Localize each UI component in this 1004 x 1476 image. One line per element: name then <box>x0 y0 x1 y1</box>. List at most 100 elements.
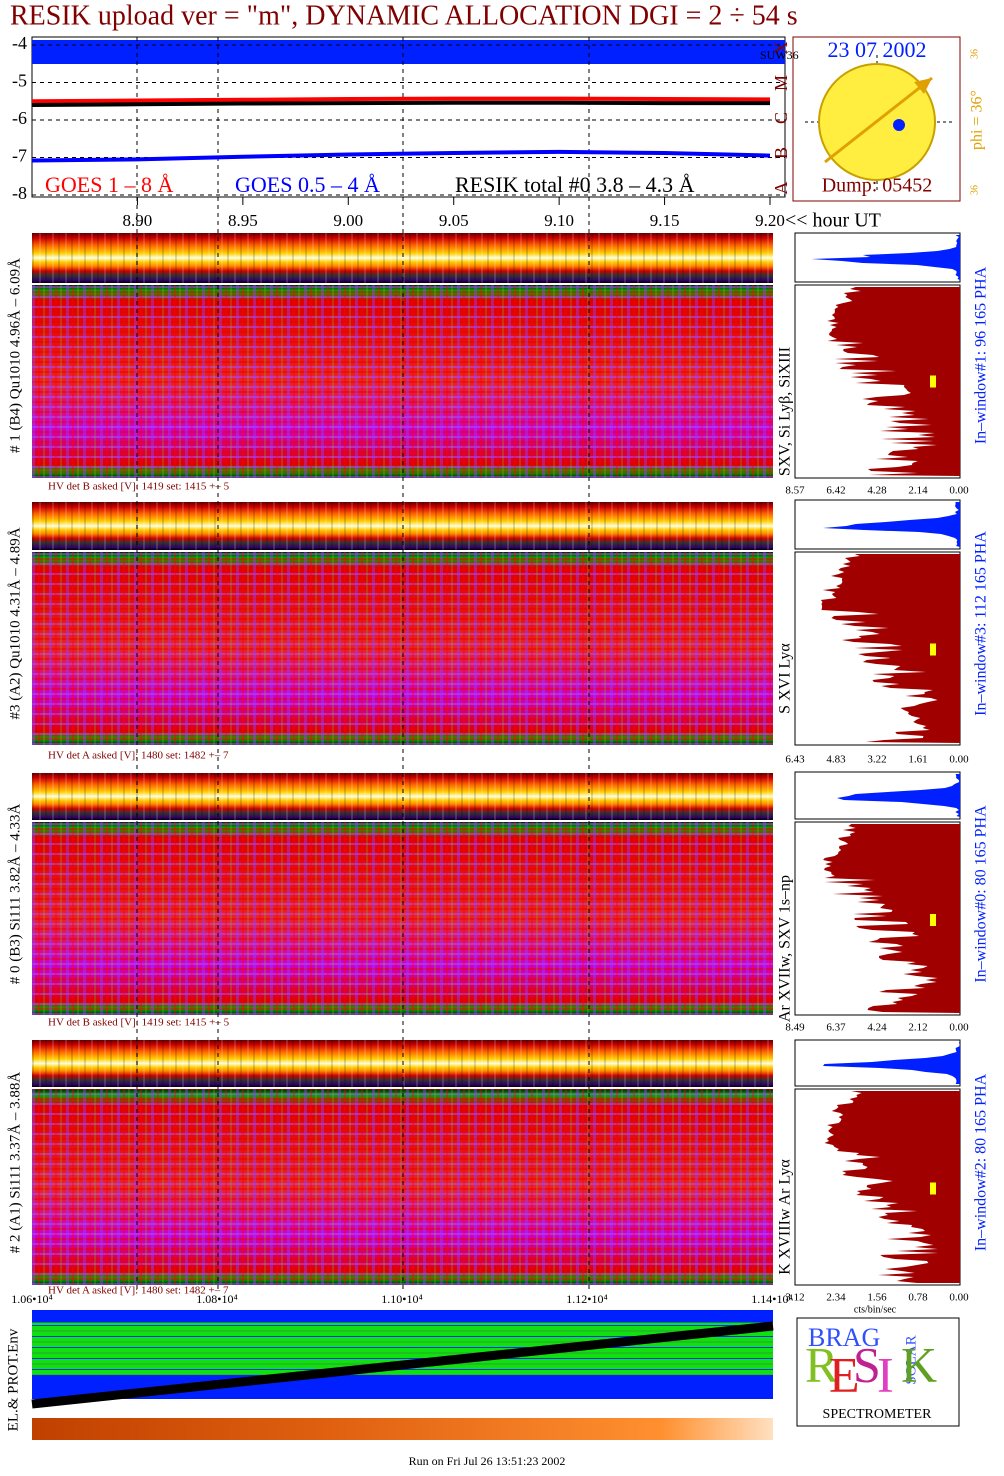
logo-letter: R <box>805 1336 839 1392</box>
x-axis-label: << hour UT <box>785 210 881 232</box>
pha-blue <box>811 235 960 280</box>
pha-tick: 6.37 <box>826 1022 846 1034</box>
x-tick-label: 8.90 <box>123 211 153 230</box>
y-tick-label: -6 <box>12 108 27 128</box>
pha-tick: 3.12 <box>785 1292 804 1304</box>
footer: Run on Fri Jul 26 13:51:23 2002 <box>409 1454 566 1468</box>
series-line <box>31 149 771 163</box>
series-line <box>31 96 771 104</box>
title: RESIK upload ver = "m", DYNAMIC ALLOCATI… <box>10 0 798 31</box>
pha-tick: 2.34 <box>826 1292 846 1304</box>
pha-marker <box>930 1182 936 1195</box>
logo-name: SPECTROMETER <box>823 1407 933 1422</box>
tag: SUW36 <box>760 48 799 62</box>
x-tick-label: 9.20 <box>755 211 785 230</box>
pha-red <box>820 554 960 743</box>
heatmap-band <box>32 773 773 820</box>
pha-tick: 0.78 <box>908 1292 928 1304</box>
heatmap <box>32 1089 773 1285</box>
hv-label: HV det B asked [V]: 1419 set: 1415 +– 5 <box>48 1017 230 1029</box>
pha-tick: 2.14 <box>908 485 928 497</box>
window-label: In–window#2: 80 165 PHA <box>973 1073 990 1251</box>
legend-entry: RESIK total #0 3.8 – 4.3 Å <box>455 172 695 197</box>
gradient-bar <box>32 1418 773 1440</box>
x-tick-label: 9.00 <box>333 211 363 230</box>
dot <box>893 119 905 131</box>
window-label: In–window#3: 112 165 PHA <box>973 531 990 716</box>
dump: Dump: 05452 <box>822 175 933 197</box>
window-label: In–window#1: 96 165 PHA <box>973 266 990 444</box>
logo-letter: I <box>877 1346 894 1402</box>
detector-label: #3 (A2) Qu1010 4.31Å – 4.89Å <box>7 527 23 719</box>
logo-frame <box>796 1317 960 1427</box>
x-tick-label: 9.10 <box>544 211 574 230</box>
x-tick-label: 9.05 <box>439 211 469 230</box>
pha-marker <box>930 643 936 656</box>
hv-label: HV det A asked [V]: 1480 set: 1482 +– 7 <box>48 750 229 762</box>
env-tick: 1.10•10⁴ <box>381 1292 422 1306</box>
hv-label: HV det A asked [V]: 1480 set: 1482 +– 7 <box>48 1285 229 1297</box>
line-label: SXV, Si Lyβ, SiXIII <box>777 347 794 476</box>
detector-label: # 0 (B3) Si111 3.82Å – 4.33Å <box>7 804 23 985</box>
logo-letter: E <box>829 1346 860 1402</box>
legend-entry: GOES 0.5 – 4 Å <box>235 172 380 197</box>
pha-marker <box>930 914 936 926</box>
pha-tick: 1.61 <box>908 754 927 766</box>
pha-tick: 0.00 <box>949 485 969 497</box>
pha-blue <box>823 1042 960 1084</box>
goes-class: A <box>771 182 791 195</box>
env-tick: 1.14•10⁴ <box>751 1292 792 1306</box>
env-tick: 1.12•10⁴ <box>566 1292 607 1306</box>
pha-red <box>824 1091 960 1283</box>
pha-tick: 0.00 <box>949 1292 969 1304</box>
arrow <box>824 76 933 164</box>
pha-tick: 8.57 <box>785 485 805 497</box>
pha-tick: 4.24 <box>867 1022 887 1034</box>
pha-marker <box>930 375 936 388</box>
heatmap-band <box>32 233 773 283</box>
pha-tick: 4.83 <box>826 754 846 766</box>
series-line <box>31 100 770 107</box>
y-tick-label: -4 <box>12 33 27 53</box>
sun-frame <box>792 36 961 202</box>
phi-top: 36 <box>969 49 980 59</box>
goes-class: C <box>771 112 791 124</box>
hv-label: HV det B asked [V]: 1419 set: 1415 +– 5 <box>48 481 230 493</box>
window-label: In–window#0: 80 165 PHA <box>973 805 990 983</box>
y-tick-label: -7 <box>12 146 27 166</box>
goes-class: X <box>771 42 791 55</box>
pha-tick: 8.49 <box>785 1022 805 1034</box>
pha-tick: 4.28 <box>867 485 887 497</box>
y-tick-label: -5 <box>12 71 27 91</box>
x-tick-label: 8.95 <box>228 211 258 230</box>
detector-label: # 2 (A1) Si111 3.37Å – 3.88Å <box>7 1072 23 1254</box>
pha-tick: 3.22 <box>867 754 886 766</box>
pha-tick: 1.56 <box>867 1292 887 1304</box>
goes-class: M <box>771 75 791 91</box>
phi: phi = 36° <box>969 90 986 150</box>
pha-tick: 0.00 <box>949 1022 969 1034</box>
logo-solar: SOLAR <box>903 1335 919 1384</box>
pha-tick: 6.43 <box>785 754 805 766</box>
logo-letter: S <box>853 1336 881 1392</box>
suw-band <box>32 40 785 64</box>
top-frame <box>31 36 786 198</box>
y-tick-label: -8 <box>12 183 27 203</box>
pha-tick: 0.00 <box>949 754 969 766</box>
logo-brag: BRAG <box>808 1323 880 1352</box>
date: 23 07 2002 <box>828 37 927 62</box>
arrow-head <box>914 78 932 94</box>
pha-units: cts/bin/sec <box>854 1304 897 1315</box>
pha-red <box>827 287 960 476</box>
x-tick-label: 9.15 <box>650 211 680 230</box>
detector-label: # 1 (B4) Qu1010 4.96Å – 6.09Å <box>7 258 23 453</box>
line-label: S XVI Lyα <box>777 643 794 714</box>
pha-tick: 2.12 <box>908 1022 927 1034</box>
legend-entry: GOES 1 – 8 Å <box>45 172 173 197</box>
line-label: Ar XVIIw, SXV 1s–np <box>777 875 794 1022</box>
pha-tick: 6.42 <box>826 485 845 497</box>
pha-red <box>823 824 960 1013</box>
env-label: EL.& PROT.Env <box>5 1328 21 1431</box>
